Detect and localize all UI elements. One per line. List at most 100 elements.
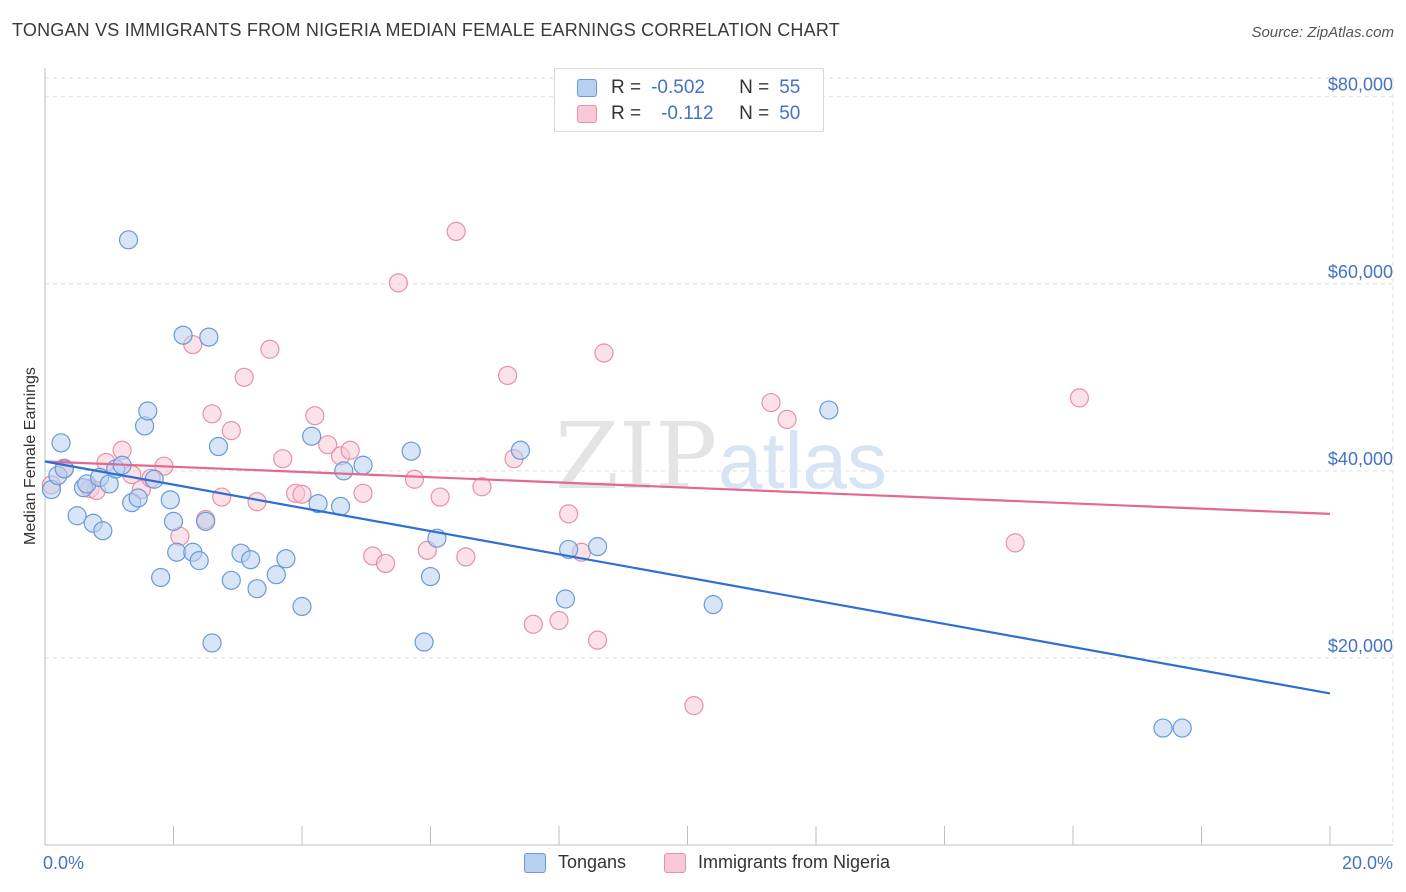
tongans-point-25[interactable] [189, 551, 209, 571]
nigeria-point-19[interactable] [273, 449, 293, 469]
tongans-point-43[interactable] [414, 632, 434, 652]
tongans-point-21[interactable] [163, 511, 184, 531]
legend-swatch-pink-icon [577, 105, 597, 123]
tongans-point-19[interactable] [151, 567, 171, 588]
tongans-point-37[interactable] [302, 426, 322, 446]
tongans-point-48[interactable] [559, 539, 579, 560]
tongans-point-34[interactable] [266, 565, 286, 585]
tongans-point-47[interactable] [555, 589, 576, 609]
tongans-point-50[interactable] [703, 595, 723, 615]
tongans-point-38[interactable] [308, 493, 328, 514]
legend-item-tongans[interactable]: Tongans [524, 852, 626, 873]
nigeria-point-13[interactable] [202, 404, 222, 424]
legend-r-value-tongans: -0.502 [651, 77, 705, 98]
nigeria-point-35[interactable] [472, 477, 492, 497]
nigeria-point-48[interactable] [1069, 388, 1090, 408]
nigeria-point-22[interactable] [305, 406, 325, 426]
tongans-point-2[interactable] [51, 433, 71, 453]
tongans-point-40[interactable] [334, 461, 354, 481]
legend-nigeria-swatch-icon [664, 852, 686, 873]
tongans-point-26[interactable] [196, 511, 216, 531]
nigeria-point-25[interactable] [340, 440, 360, 460]
nigeria-point-33[interactable] [446, 221, 466, 241]
tongans-point-44[interactable] [420, 566, 441, 587]
trendlines [44, 460, 1331, 695]
tongans-point-29[interactable] [208, 436, 229, 457]
nigeria-point-43[interactable] [594, 343, 614, 363]
correlation-legend: R = -0.502 N = 55 R = -0.112 N = 50 [554, 68, 824, 132]
legend-n-label: N = [739, 77, 770, 98]
tongans-point-15[interactable] [128, 488, 148, 508]
y-tick-labels: $20,000 $40,000 $60,000 $80,000 [1328, 75, 1393, 656]
tongans-point-46[interactable] [510, 440, 531, 460]
tongans-point-22[interactable] [167, 542, 187, 562]
nigeria-point-32[interactable] [430, 487, 450, 507]
y-tick-label-2: $60,000 [1328, 262, 1393, 282]
series-legend: Tongans Immigrants from Nigeria [0, 852, 1406, 878]
chart-title: TONGAN VS IMMIGRANTS FROM NIGERIA MEDIAN… [12, 20, 840, 40]
tongans-point-49[interactable] [587, 537, 608, 557]
legend-n-value-tongans: 55 [779, 77, 801, 98]
nigeria-point-38[interactable] [523, 614, 543, 634]
nigeria-point-30[interactable] [404, 469, 425, 489]
tongans-point-28[interactable] [202, 633, 222, 653]
nigeria-point-39[interactable] [549, 610, 569, 631]
y-tick-label-3: $80,000 [1328, 75, 1393, 95]
nigeria-point-36[interactable] [498, 365, 518, 386]
nigeria-point-46[interactable] [777, 409, 797, 430]
legend-swatch-blue-icon [577, 79, 597, 97]
tongans-point-51[interactable] [819, 400, 839, 420]
series-tongans-points [41, 230, 1192, 738]
tongans-point-33[interactable] [247, 579, 267, 599]
tongans-point-17[interactable] [138, 401, 158, 421]
tongans-point-52[interactable] [1153, 718, 1173, 738]
legend-tongans-swatch-icon [524, 852, 546, 873]
y-tick-label-1: $40,000 [1328, 449, 1393, 469]
tongans-point-20[interactable] [160, 490, 180, 510]
tongans-point-32[interactable] [241, 550, 261, 570]
nigeria-point-29[interactable] [388, 273, 408, 293]
legend-r-value-nigeria: -0.112 [661, 103, 714, 124]
legend-nigeria-label: Immigrants from Nigeria [698, 852, 891, 872]
legend-n-value-nigeria: 50 [779, 103, 801, 124]
x-tick-label-min: 0.0% [43, 853, 84, 873]
series-nigeria-points [41, 221, 1090, 716]
legend-row-nigeria: R = -0.112 N = 50 [577, 102, 800, 126]
tongans-point-36[interactable] [292, 596, 312, 617]
tongans-point-53[interactable] [1172, 718, 1192, 738]
nigeria-point-23[interactable] [318, 435, 338, 455]
tongans-point-41[interactable] [353, 455, 373, 475]
tongans-point-4[interactable] [67, 506, 87, 526]
nigeria-point-21[interactable] [292, 484, 312, 504]
tongans-point-35[interactable] [276, 549, 296, 569]
nigeria-point-18[interactable] [260, 339, 280, 359]
source-label: Source: ZipAtlas.com [1251, 24, 1394, 41]
nigeria-point-45[interactable] [761, 392, 781, 413]
legend-r-label: R = [611, 77, 642, 98]
legend-item-nigeria[interactable]: Immigrants from Nigeria [664, 852, 890, 873]
nigeria-point-44[interactable] [684, 696, 704, 716]
nigeria-point-14[interactable] [212, 487, 232, 507]
x-tick-label-max: 20.0% [1342, 853, 1393, 873]
legend-tongans-label: Tongans [558, 852, 627, 872]
tongans-point-13[interactable] [118, 230, 139, 250]
nigeria-point-42[interactable] [587, 630, 608, 650]
tongans-point-30[interactable] [221, 570, 241, 590]
nigeria-point-40[interactable] [559, 504, 579, 524]
tongans-point-9[interactable] [93, 521, 113, 541]
tongans-point-23[interactable] [173, 325, 193, 345]
legend-r-label: R = [611, 103, 642, 124]
nigeria-point-34[interactable] [456, 547, 476, 567]
nigeria-point-16[interactable] [234, 367, 254, 387]
trendline-tongans [44, 460, 1331, 695]
nigeria-point-47[interactable] [1005, 533, 1025, 553]
nigeria-point-28[interactable] [375, 553, 396, 574]
legend-row-tongans: R = -0.502 N = 55 [577, 76, 800, 100]
nigeria-point-26[interactable] [353, 483, 373, 503]
legend-n-label: N = [739, 103, 770, 124]
tongans-point-27[interactable] [199, 327, 219, 347]
tongans-point-42[interactable] [401, 441, 421, 461]
trendline-nigeria [44, 460, 1331, 515]
nigeria-point-15[interactable] [221, 421, 241, 441]
